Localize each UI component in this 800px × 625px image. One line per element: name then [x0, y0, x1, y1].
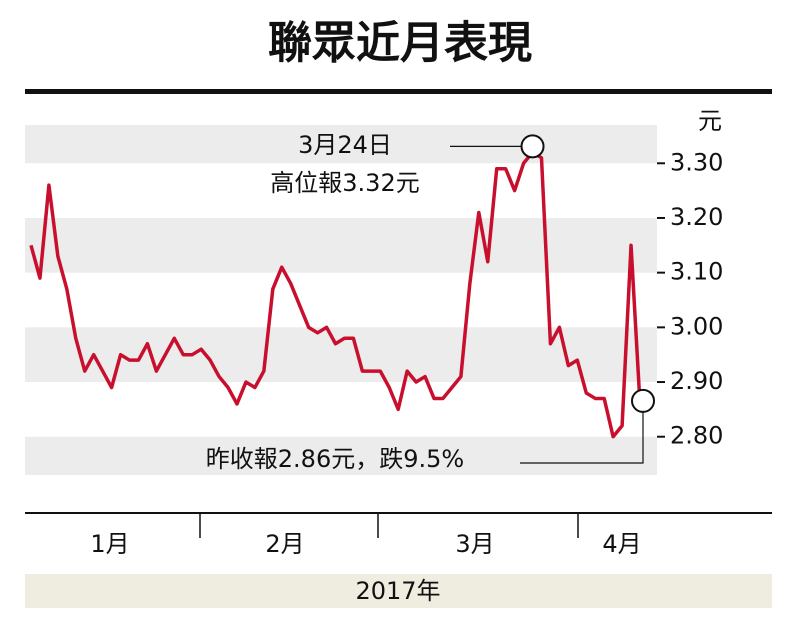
- annotation: 昨收報2.86元，跌9.5%: [206, 445, 464, 473]
- chart-title: 聯眾近月表現: [268, 18, 532, 69]
- bands: [25, 125, 657, 475]
- x-tick-label: 4月: [602, 530, 641, 558]
- marker: [520, 134, 545, 159]
- x-axis: [25, 512, 772, 514]
- year-label: 2017年: [355, 577, 440, 605]
- y-tick-label: 3.20: [670, 203, 723, 231]
- y-tick-label: 3.30: [670, 148, 723, 176]
- y-tick-label: 2.80: [670, 422, 723, 450]
- x-tick-label: 2月: [265, 530, 304, 558]
- leader: [520, 403, 644, 464]
- annotation: 3月24日: [298, 131, 392, 159]
- x-tick-label: 1月: [90, 530, 129, 558]
- y-tick-label: 3.00: [670, 312, 723, 340]
- x-tick-label: 3月: [455, 530, 494, 558]
- y-tick-label: 3.10: [670, 258, 723, 286]
- year-band: [25, 574, 772, 608]
- marker: [631, 388, 655, 413]
- annotation: 高位報3.32元: [270, 169, 419, 197]
- y-tick-label: 2.90: [670, 367, 723, 395]
- band: [25, 217, 657, 273]
- y-unit: 元: [698, 107, 722, 135]
- band: [25, 436, 657, 475]
- title-rule: [25, 89, 772, 94]
- band: [25, 125, 657, 164]
